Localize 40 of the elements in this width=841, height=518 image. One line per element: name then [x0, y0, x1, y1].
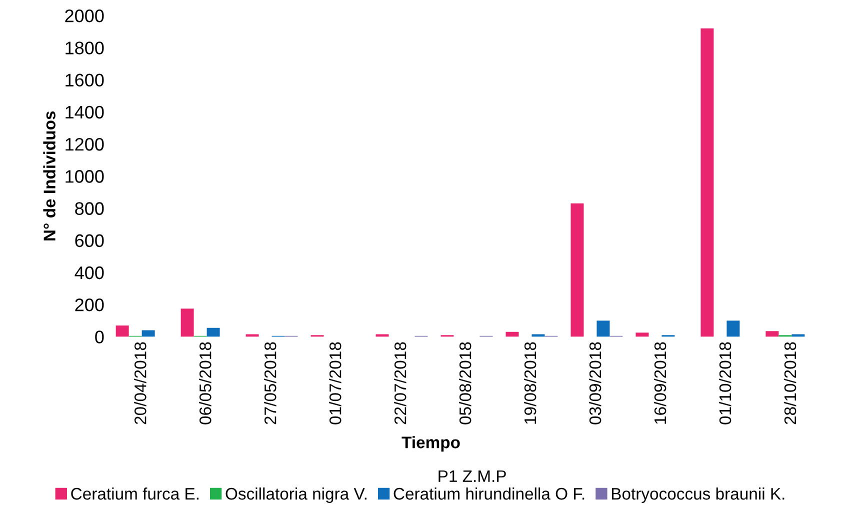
x-tick-label: 01/10/2018 — [718, 342, 732, 424]
y-tick-label: 0 — [95, 330, 104, 344]
legend-label: Ceratium furca E. — [71, 487, 198, 500]
x-axis-title: Tiempo — [402, 436, 460, 452]
y-tick-label: 1400 — [66, 106, 104, 119]
x-tick-label: 03/09/2018 — [588, 342, 602, 424]
y-tick-label: 200 — [75, 298, 104, 312]
x-tick-label: 22/07/2018 — [394, 342, 406, 424]
y-tick-label: 600 — [75, 234, 104, 248]
bar — [116, 325, 129, 337]
y-tick-label: 800 — [75, 202, 104, 215]
text: P1 Z.M.P — [438, 470, 506, 482]
x-tick-label: 27/05/2018 — [264, 342, 276, 424]
x-tick-label: 05/08/2018 — [458, 342, 472, 424]
x-tick-label: 19/08/2018 — [524, 342, 536, 424]
x-tick-label: 20/04/2018 — [134, 342, 146, 424]
y-tick-label: 1600 — [66, 74, 104, 86]
x-tick-label: 28/10/2018 — [784, 342, 796, 424]
bar — [506, 332, 519, 337]
y-tick-label: 1800 — [66, 42, 104, 54]
legend-label: Oscillatoria nigra V. — [226, 487, 366, 503]
x-tick-label: 01/07/2018 — [329, 342, 342, 424]
legend-label: Botryococcus braunii K. — [612, 487, 784, 503]
bar — [726, 320, 740, 337]
bar — [206, 328, 220, 337]
bar — [180, 308, 194, 337]
bar — [766, 331, 779, 337]
bar — [700, 28, 714, 337]
x-tick-label: 16/09/2018 — [654, 342, 666, 424]
bar — [636, 332, 649, 337]
bar — [570, 203, 584, 337]
y-tick-label: 1200 — [66, 138, 104, 151]
bar — [142, 330, 155, 337]
y-tick-label: 2000 — [65, 9, 104, 22]
y-axis-title: N° de Individuos — [43, 111, 56, 240]
y-tick-label: 400 — [74, 266, 104, 280]
y-tick-label: 1000 — [66, 170, 104, 183]
bar — [596, 320, 610, 337]
x-tick-label: 06/05/2018 — [199, 342, 212, 424]
legend-label: Ceratium hirundinella O F. — [394, 487, 584, 500]
